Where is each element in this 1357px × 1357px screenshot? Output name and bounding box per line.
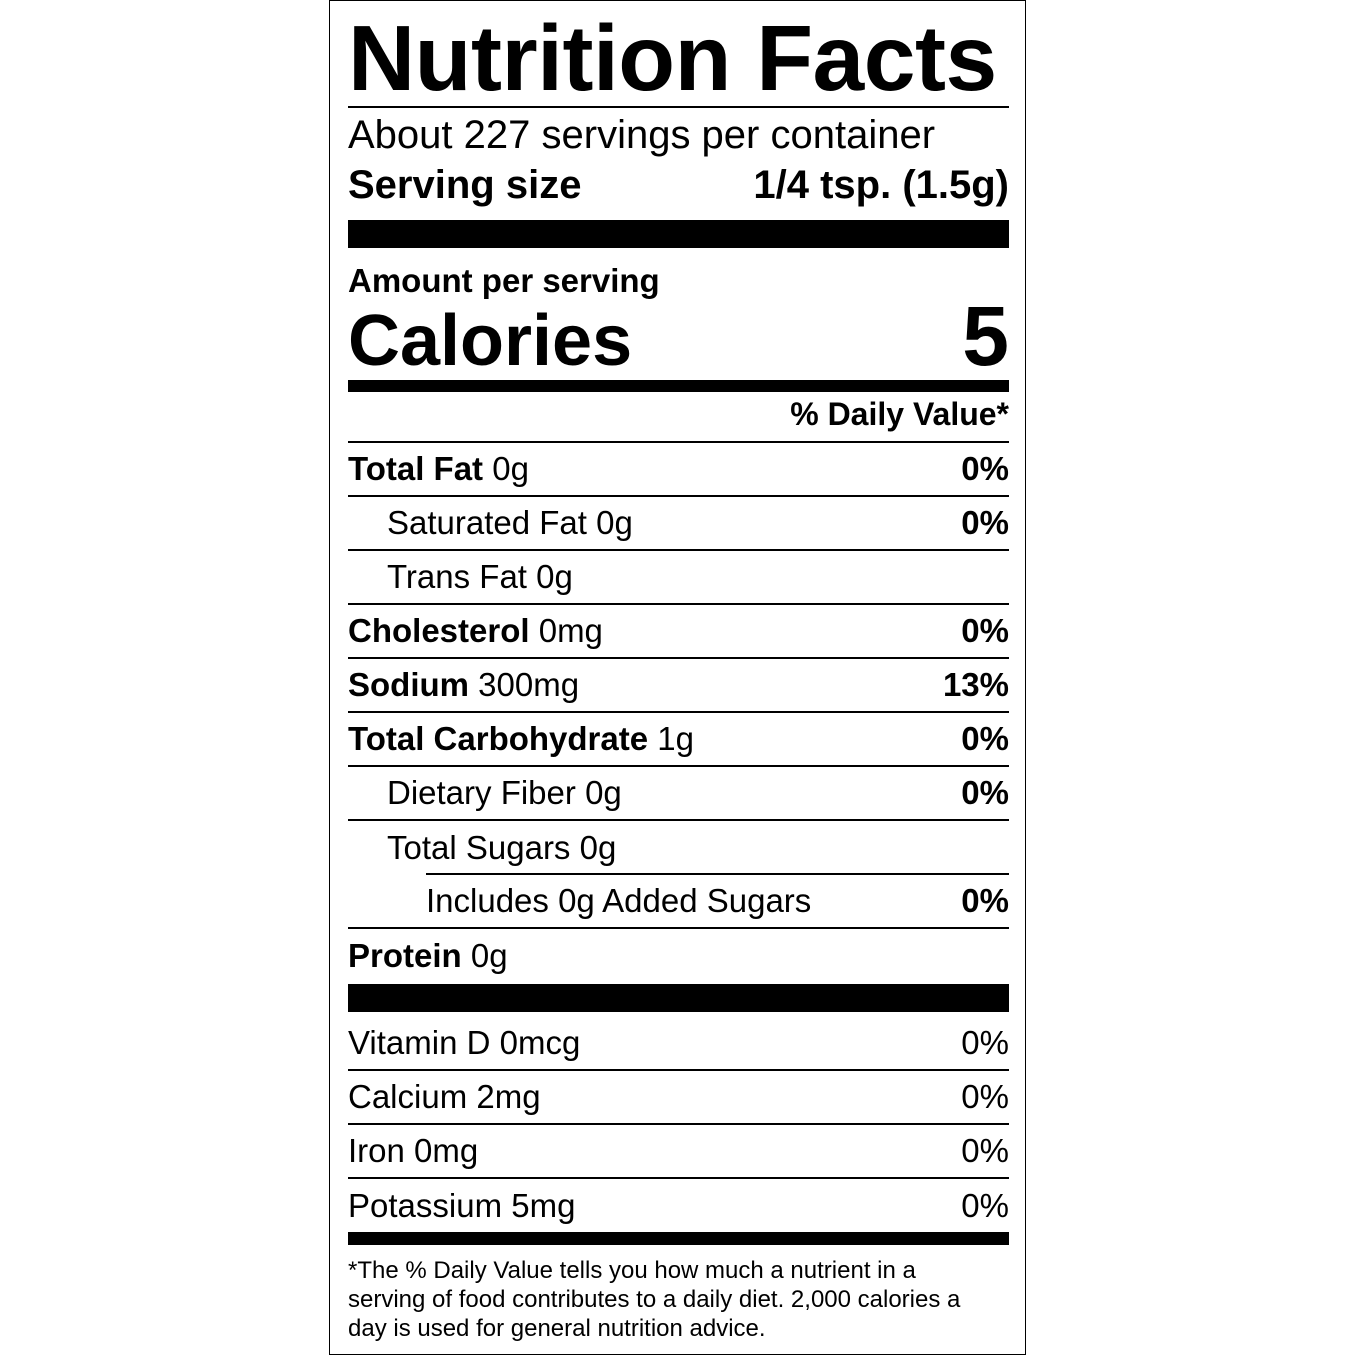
nutrient-row-trans-fat: Trans Fat 0g	[348, 551, 1009, 605]
nutrient-row-cholesterol: Cholesterol 0mg 0%	[348, 605, 1009, 659]
thick-divider	[348, 984, 1009, 1012]
medium-divider	[348, 380, 1009, 392]
label-title: Nutrition Facts	[348, 6, 997, 110]
footnote-line: day is used for general nutrition advice…	[348, 1315, 766, 1342]
footnote-line: *The % Daily Value tells you how much a …	[348, 1257, 916, 1284]
divider	[348, 441, 1009, 443]
calories-label: Calories	[348, 301, 633, 381]
serving-size-value: 1/4 tsp. (1.5g)	[753, 163, 1009, 207]
vitamin-row-vitamin-d: Vitamin D 0mcg 0%	[348, 1017, 1009, 1071]
servings-per-container: About 227 servings per container	[348, 113, 936, 157]
nutrient-row-dietary-fiber: Dietary Fiber 0g 0%	[348, 767, 1009, 821]
serving-size: Serving size 1/4 tsp. (1.5g)	[348, 162, 1009, 208]
calories-value: 5	[962, 289, 1009, 383]
vitamin-list: Vitamin D 0mcg 0% Calcium 2mg 0% Iron 0mg 0…	[348, 1017, 1009, 1233]
divider	[426, 873, 1009, 875]
footnote-line: serving of food contributes to a daily d…	[348, 1286, 961, 1313]
thick-divider	[348, 220, 1009, 248]
nutrient-row-saturated-fat: Saturated Fat 0g 0%	[348, 497, 1009, 551]
vitamin-row-iron: Iron 0mg 0%	[348, 1125, 1009, 1179]
amount-per-serving: Amount per serving	[348, 262, 660, 299]
footnote: *The % Daily Value tells you how much a …	[348, 1256, 1009, 1343]
nutrient-row-total-sugars: Total Sugars 0g	[387, 829, 617, 866]
medium-divider	[348, 1232, 1009, 1245]
nutrient-row-added-sugars: Includes 0g Added Sugars 0%	[348, 875, 1009, 929]
nutrition-label	[329, 0, 1026, 1355]
nutrient-row-total-fat: Total Fat 0g 0%	[348, 443, 1009, 497]
vitamin-row-potassium: Potassium 5mg 0%	[348, 1187, 1009, 1224]
divider	[348, 106, 1009, 108]
nutrient-list: Total Fat 0g 0% Saturated Fat 0g 0% Trans …	[348, 443, 1009, 983]
serving-size-label: Serving size	[348, 163, 582, 207]
nutrient-row-total-carbohydrate: Total Carbohydrate 1g 0%	[348, 713, 1009, 767]
vitamin-row-calcium: Calcium 2mg 0%	[348, 1071, 1009, 1125]
nutrient-row-sodium: Sodium 300mg 13%	[348, 659, 1009, 713]
daily-value-header: % Daily Value*	[790, 396, 1009, 432]
nutrient-row-protein: Protein 0g	[348, 937, 508, 974]
calories: Calories 5	[348, 289, 1009, 383]
